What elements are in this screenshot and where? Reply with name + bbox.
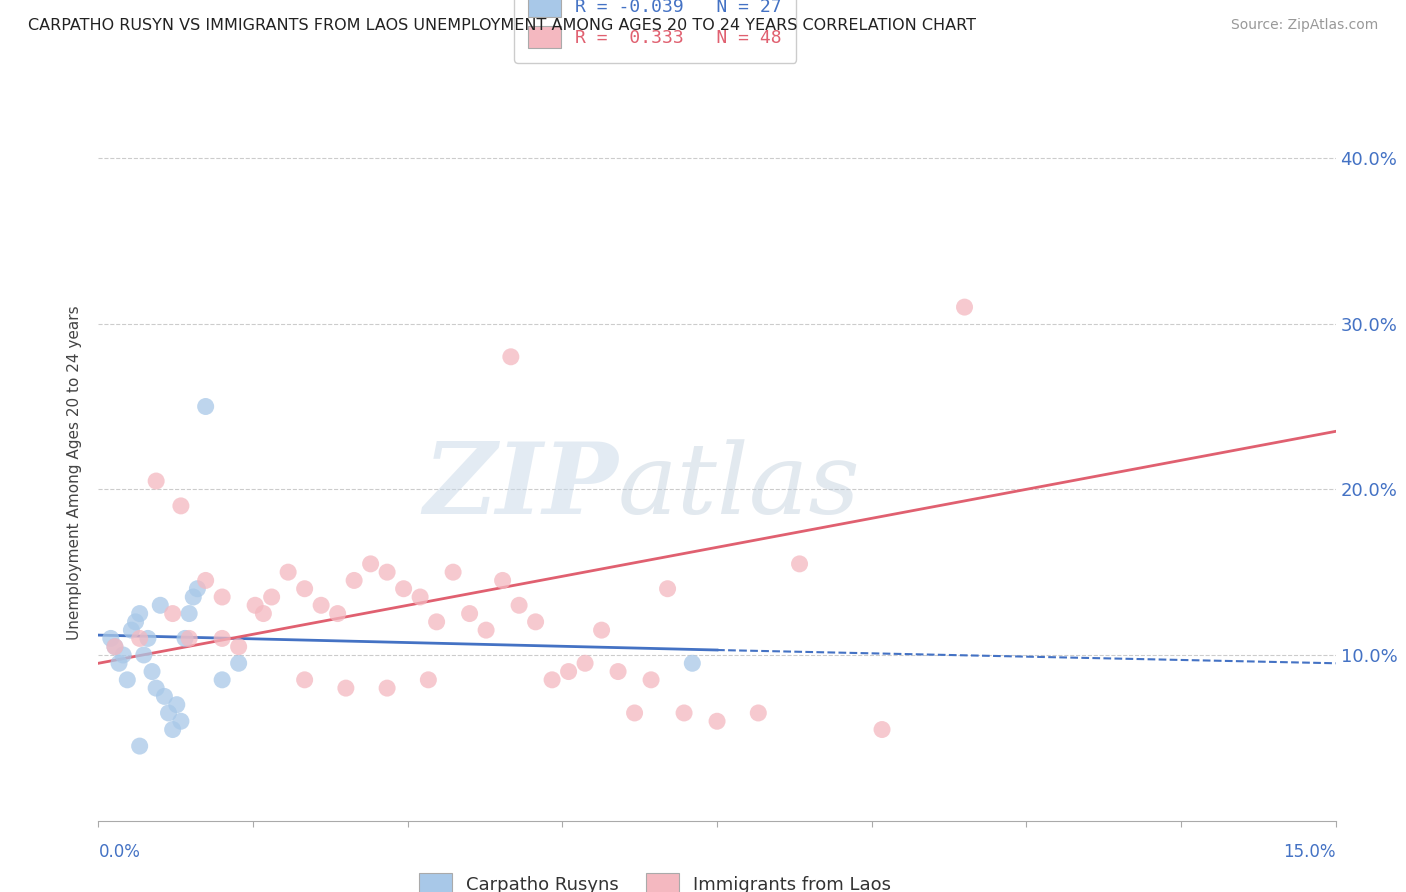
Point: [252, 607, 274, 621]
Point: [194, 400, 217, 414]
Point: [124, 615, 146, 629]
Point: [706, 714, 728, 729]
Point: [228, 640, 250, 654]
Point: [149, 599, 172, 613]
Point: [104, 640, 127, 654]
Point: [181, 590, 204, 604]
Point: [491, 574, 513, 588]
Point: [953, 300, 976, 314]
Point: [499, 350, 522, 364]
Point: [789, 557, 811, 571]
Point: [228, 657, 250, 671]
Point: [166, 698, 188, 712]
Point: [211, 673, 233, 687]
Point: [326, 607, 349, 621]
Point: [120, 623, 142, 637]
Text: 0.0%: 0.0%: [98, 843, 141, 861]
Y-axis label: Unemployment Among Ages 20 to 24 years: Unemployment Among Ages 20 to 24 years: [67, 305, 83, 640]
Point: [128, 739, 150, 753]
Point: [309, 599, 332, 613]
Point: [623, 706, 645, 720]
Point: [179, 632, 201, 646]
Point: [108, 657, 131, 671]
Point: [174, 632, 197, 646]
Point: [141, 665, 163, 679]
Text: Source: ZipAtlas.com: Source: ZipAtlas.com: [1230, 18, 1378, 32]
Point: [392, 582, 415, 596]
Point: [112, 648, 135, 662]
Point: [458, 607, 481, 621]
Point: [335, 681, 357, 695]
Point: [375, 565, 398, 579]
Point: [136, 632, 159, 646]
Point: [673, 706, 696, 720]
Point: [475, 623, 498, 637]
Point: [360, 557, 382, 571]
Point: [557, 665, 579, 679]
Point: [128, 632, 150, 646]
Point: [441, 565, 464, 579]
Point: [153, 690, 176, 704]
Point: [170, 499, 193, 513]
Point: [541, 673, 564, 687]
Point: [145, 474, 167, 488]
Point: [243, 599, 266, 613]
Point: [128, 607, 150, 621]
Point: [194, 574, 217, 588]
Point: [524, 615, 547, 629]
Point: [145, 681, 167, 695]
Point: [162, 723, 184, 737]
Point: [870, 723, 893, 737]
Point: [747, 706, 769, 720]
Point: [343, 574, 366, 588]
Point: [211, 632, 233, 646]
Point: [277, 565, 299, 579]
Point: [100, 632, 122, 646]
Point: [117, 673, 139, 687]
Point: [508, 599, 530, 613]
Text: 15.0%: 15.0%: [1284, 843, 1336, 861]
Point: [418, 673, 440, 687]
Point: [294, 582, 316, 596]
Legend: Carpatho Rusyns, Immigrants from Laos: Carpatho Rusyns, Immigrants from Laos: [412, 865, 898, 892]
Point: [607, 665, 630, 679]
Point: [681, 657, 703, 671]
Point: [157, 706, 180, 720]
Point: [294, 673, 316, 687]
Point: [179, 607, 201, 621]
Point: [211, 590, 233, 604]
Point: [170, 714, 193, 729]
Point: [640, 673, 662, 687]
Point: [186, 582, 208, 596]
Point: [132, 648, 155, 662]
Point: [260, 590, 283, 604]
Point: [375, 681, 398, 695]
Point: [426, 615, 449, 629]
Point: [162, 607, 184, 621]
Text: ZIP: ZIP: [423, 439, 619, 535]
Point: [104, 640, 127, 654]
Point: [409, 590, 432, 604]
Point: [591, 623, 613, 637]
Text: CARPATHO RUSYN VS IMMIGRANTS FROM LAOS UNEMPLOYMENT AMONG AGES 20 TO 24 YEARS CO: CARPATHO RUSYN VS IMMIGRANTS FROM LAOS U…: [28, 18, 976, 33]
Text: atlas: atlas: [619, 439, 860, 534]
Point: [657, 582, 679, 596]
Point: [574, 657, 596, 671]
